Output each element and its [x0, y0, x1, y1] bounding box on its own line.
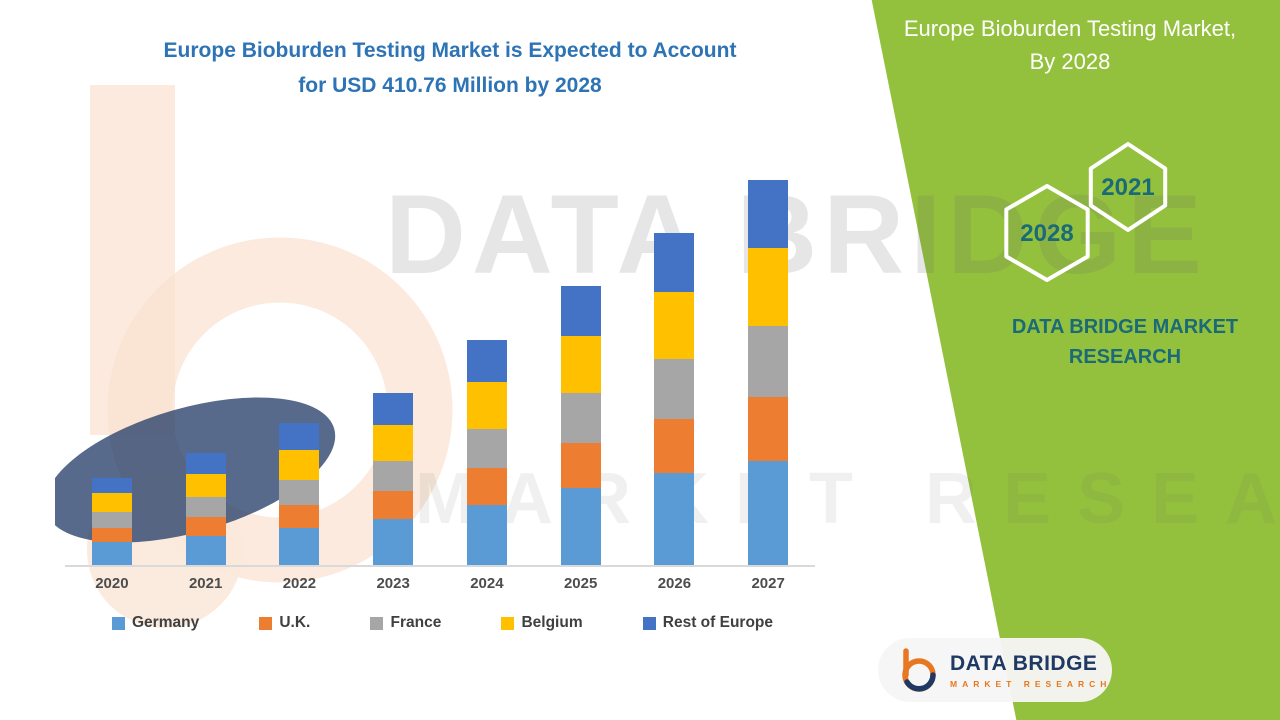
green-panel-title: Europe Bioburden Testing Market, By 2028	[880, 12, 1260, 78]
company-logo: DATA BRIDGE MARKET RESEARCH	[878, 638, 1112, 702]
bar-segment-belgium-2027	[748, 247, 789, 326]
legend-item-france: France	[370, 614, 441, 632]
bar-segment-rest-of-europe-2025	[560, 286, 601, 337]
page-title-line2: for USD 410.76 Million by 2028	[298, 73, 602, 97]
bar-segment-u-k--2021	[185, 517, 226, 536]
bar-segment-france-2021	[185, 497, 226, 518]
bar-segment-rest-of-europe-2027	[748, 180, 789, 248]
company-logo-subtitle: MARKET RESEARCH	[950, 678, 1112, 689]
page-title: Europe Bioburden Testing Market is Expec…	[40, 34, 860, 103]
bar-segment-france-2023	[373, 461, 414, 492]
legend-swatch-icon	[642, 616, 656, 630]
x-axis-label-2026: 2026	[657, 575, 692, 592]
bar-segment-belgium-2024	[466, 381, 507, 429]
bar-segment-germany-2025	[560, 488, 601, 565]
legend-label: Rest of Europe	[662, 614, 773, 631]
bar-segment-u-k--2025	[560, 443, 601, 489]
legend-label: Germany	[132, 614, 200, 631]
bar-segment-u-k--2023	[373, 491, 414, 520]
bar-segment-belgium-2022	[279, 449, 320, 480]
bar-column-2022	[253, 150, 347, 565]
x-axis-label-2021: 2021	[188, 575, 223, 592]
bar-segment-germany-2022	[279, 527, 320, 565]
bar-segment-belgium-2021	[185, 473, 226, 498]
bar-plot	[65, 150, 815, 567]
bar-column-2024	[440, 150, 534, 565]
bar-segment-germany-2023	[373, 519, 414, 565]
brand-text-line2: RESEARCH	[1068, 346, 1182, 368]
legend-label: France	[390, 614, 442, 631]
bar-segment-belgium-2025	[560, 336, 601, 394]
hexagon-2021-icon	[1088, 142, 1168, 232]
legend-swatch-icon	[370, 616, 384, 630]
x-axis-label-2027: 2027	[751, 575, 785, 592]
legend-swatch-icon	[112, 616, 125, 630]
bar-segment-u-k--2027	[748, 396, 789, 461]
legend-item-u-k-: U.K.	[259, 614, 310, 632]
x-axis-label-2022: 2022	[282, 575, 317, 592]
bar-column-2023	[346, 150, 440, 565]
company-logo-text: DATA BRIDGE MARKET RESEARCH	[950, 652, 1111, 689]
legend-label: U.K.	[279, 614, 311, 631]
hexagon-year-2021: 2021	[1101, 174, 1154, 201]
brand-text: DATA BRIDGE MARKET RESEARCH	[975, 312, 1275, 372]
x-axis-label-2024: 2024	[470, 575, 504, 592]
bar-segment-france-2024	[466, 428, 507, 469]
bar-segment-france-2020	[91, 511, 132, 528]
hexagon-year-2028: 2028	[1020, 220, 1073, 247]
bar-segment-u-k--2020	[91, 527, 132, 543]
legend: Germany U.K. France Belgium Rest of Europe	[70, 614, 815, 632]
legend-item-rest-of-europe: Rest of Europe	[642, 614, 773, 632]
bar-segment-u-k--2024	[466, 468, 507, 505]
bar-segment-germany-2021	[185, 535, 226, 565]
x-axis-label-2020: 2020	[95, 575, 129, 592]
x-axis-labels: 2020 2021 2022 2023 2024 2025 2026 2027	[65, 575, 815, 592]
page-title-line1: Europe Bioburden Testing Market is Expec…	[163, 39, 737, 62]
bar-segment-france-2026	[654, 359, 695, 420]
company-logo-name: DATA BRIDGE	[950, 651, 1098, 675]
legend-swatch-icon	[501, 616, 515, 630]
bar-segment-u-k--2026	[654, 419, 695, 474]
year-hexagons: 2028 2021	[1004, 142, 1168, 282]
bar-segment-germany-2027	[748, 461, 789, 565]
x-axis-label-2025: 2025	[563, 575, 598, 592]
bar-segment-rest-of-europe-2020	[91, 477, 132, 494]
bar-column-2025	[534, 150, 628, 565]
bar-segment-belgium-2023	[373, 424, 414, 462]
bar-segment-rest-of-europe-2024	[466, 340, 507, 382]
bar-segment-germany-2020	[91, 542, 132, 565]
company-logo-icon	[902, 648, 936, 692]
bar-segment-u-k--2022	[279, 504, 320, 528]
legend-item-belgium: Belgium	[501, 614, 583, 632]
bar-segment-germany-2024	[466, 504, 507, 565]
bar-segment-france-2027	[748, 325, 789, 397]
bar-segment-rest-of-europe-2022	[279, 422, 320, 450]
bar-column-2026	[628, 150, 722, 565]
bar-segment-belgium-2026	[654, 291, 695, 360]
bar-segment-belgium-2020	[91, 493, 132, 512]
legend-label: Belgium	[521, 614, 583, 631]
bar-column-2021	[159, 150, 253, 565]
legend-item-germany: Germany	[112, 614, 199, 632]
bar-segment-rest-of-europe-2023	[373, 393, 414, 425]
bar-segment-germany-2026	[654, 473, 695, 565]
hexagon-2028-icon	[1004, 184, 1090, 282]
brand-text-line1: DATA BRIDGE MARKET	[1011, 316, 1239, 338]
bar-column-2020	[65, 150, 159, 565]
bar-segment-rest-of-europe-2026	[654, 233, 695, 292]
bar-segment-france-2025	[560, 393, 601, 444]
bar-column-2027	[721, 150, 815, 565]
green-panel-title-line2: By 2028	[1029, 49, 1111, 74]
legend-swatch-icon	[259, 616, 273, 630]
x-axis-label-2023: 2023	[376, 575, 410, 592]
green-panel-title-line1: Europe Bioburden Testing Market,	[903, 16, 1237, 41]
bar-segment-rest-of-europe-2021	[185, 452, 226, 474]
bar-segment-france-2022	[279, 479, 320, 505]
